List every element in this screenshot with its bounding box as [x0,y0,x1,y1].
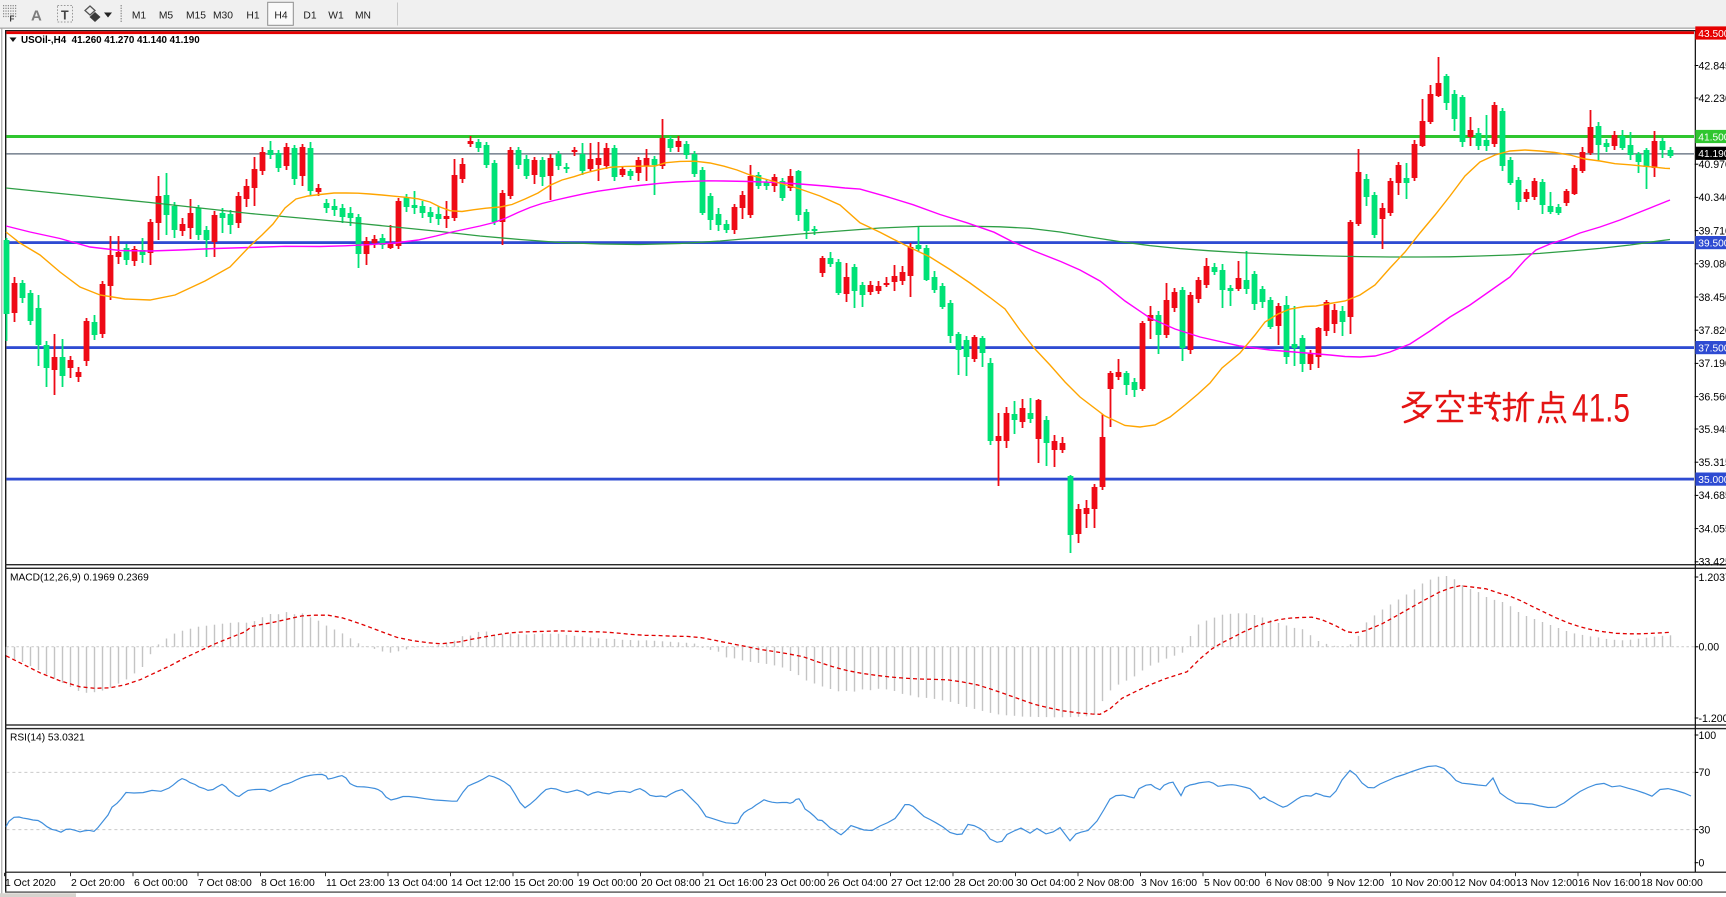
svg-text:43.500: 43.500 [1698,29,1726,40]
svg-text:14 Oct 12:00: 14 Oct 12:00 [451,878,511,889]
svg-text:40.970: 40.970 [1699,159,1726,171]
svg-text:15 Oct 20:00: 15 Oct 20:00 [514,878,574,889]
svg-text:36.560: 36.560 [1699,391,1726,403]
svg-text:MN: MN [355,11,371,22]
svg-text:MACD(12,26,9) 0.1969 0.2369: MACD(12,26,9) 0.1969 0.2369 [10,573,149,584]
svg-text:39.500: 39.500 [1698,239,1726,250]
svg-text:0: 0 [1699,858,1705,870]
svg-text:20 Oct 08:00: 20 Oct 08:00 [641,878,701,889]
svg-text:28 Oct 20:00: 28 Oct 20:00 [954,878,1014,889]
svg-text:7 Oct 08:00: 7 Oct 08:00 [198,878,252,889]
svg-text:6 Oct 00:00: 6 Oct 00:00 [134,878,188,889]
svg-text:A: A [31,8,42,25]
svg-text:-1.2008: -1.2008 [1699,713,1726,725]
svg-text:16 Nov 16:00: 16 Nov 16:00 [1578,878,1640,889]
svg-text:3 Nov 16:00: 3 Nov 16:00 [1141,878,1197,889]
svg-text:D1: D1 [303,11,316,22]
svg-text:30 Oct 04:00: 30 Oct 04:00 [1016,878,1076,889]
svg-text:M5: M5 [159,11,174,22]
svg-text:0.00: 0.00 [1699,642,1720,654]
svg-text:USOil-,H4 41.260 41.270 41.14: USOil-,H4 41.260 41.270 41.140 41.190 [21,35,200,46]
svg-text:19 Oct 00:00: 19 Oct 00:00 [578,878,638,889]
svg-text:42.845: 42.845 [1699,60,1726,72]
svg-text:70: 70 [1699,767,1711,779]
svg-text:2 Oct 20:00: 2 Oct 20:00 [71,878,125,889]
svg-text:F: F [10,15,15,24]
svg-text:18 Nov 00:00: 18 Nov 00:00 [1641,878,1703,889]
svg-text:35.315: 35.315 [1699,457,1726,469]
svg-text:H1: H1 [246,11,259,22]
svg-text:13 Nov 12:00: 13 Nov 12:00 [1516,878,1578,889]
svg-text:37.820: 37.820 [1699,325,1726,337]
svg-text:34.055: 34.055 [1699,523,1726,535]
svg-text:8 Oct 16:00: 8 Oct 16:00 [261,878,315,889]
svg-text:37.500: 37.500 [1698,344,1726,355]
svg-text:39.710: 39.710 [1699,225,1726,237]
svg-text:33.425: 33.425 [1699,557,1726,569]
svg-text:5 Nov 00:00: 5 Nov 00:00 [1204,878,1260,889]
svg-text:39.080: 39.080 [1699,259,1726,271]
svg-text:42.230: 42.230 [1699,93,1726,105]
svg-text:40.340: 40.340 [1699,192,1726,204]
svg-text:T: T [61,9,69,23]
svg-text:30: 30 [1699,824,1711,836]
svg-text:9 Nov 12:00: 9 Nov 12:00 [1328,878,1384,889]
svg-text:M30: M30 [213,11,233,22]
svg-text:H4: H4 [274,11,287,22]
svg-text:35.945: 35.945 [1699,424,1726,436]
svg-text:41.190: 41.190 [1698,149,1726,160]
svg-text:10 Nov 20:00: 10 Nov 20:00 [1391,878,1453,889]
svg-text:41.500: 41.500 [1698,132,1726,143]
svg-text:21 Oct 16:00: 21 Oct 16:00 [704,878,764,889]
svg-text:23 Oct 00:00: 23 Oct 00:00 [766,878,826,889]
svg-text:11 Oct 23:00: 11 Oct 23:00 [326,878,385,889]
svg-text:1.2037: 1.2037 [1699,572,1726,584]
svg-text:34.685: 34.685 [1699,490,1726,502]
svg-text:RSI(14) 53.0321: RSI(14) 53.0321 [10,733,85,744]
svg-text:W1: W1 [328,11,344,22]
svg-text:M15: M15 [186,11,206,22]
svg-text:2 Nov 08:00: 2 Nov 08:00 [1078,878,1134,889]
svg-text:26 Oct 04:00: 26 Oct 04:00 [828,878,888,889]
svg-text:37.190: 37.190 [1699,358,1726,370]
svg-text:100: 100 [1699,730,1717,742]
svg-text:27 Oct 12:00: 27 Oct 12:00 [891,878,951,889]
svg-text:12 Nov 04:00: 12 Nov 04:00 [1454,878,1516,889]
svg-text:6 Nov 08:00: 6 Nov 08:00 [1266,878,1322,889]
svg-text:38.450: 38.450 [1699,292,1726,304]
svg-text:41.5: 41.5 [1572,387,1630,431]
svg-text:1 Oct 2020: 1 Oct 2020 [5,878,56,889]
svg-text:35.000: 35.000 [1698,475,1726,486]
svg-text:M1: M1 [132,11,147,22]
svg-text:13 Oct 04:00: 13 Oct 04:00 [388,878,448,889]
